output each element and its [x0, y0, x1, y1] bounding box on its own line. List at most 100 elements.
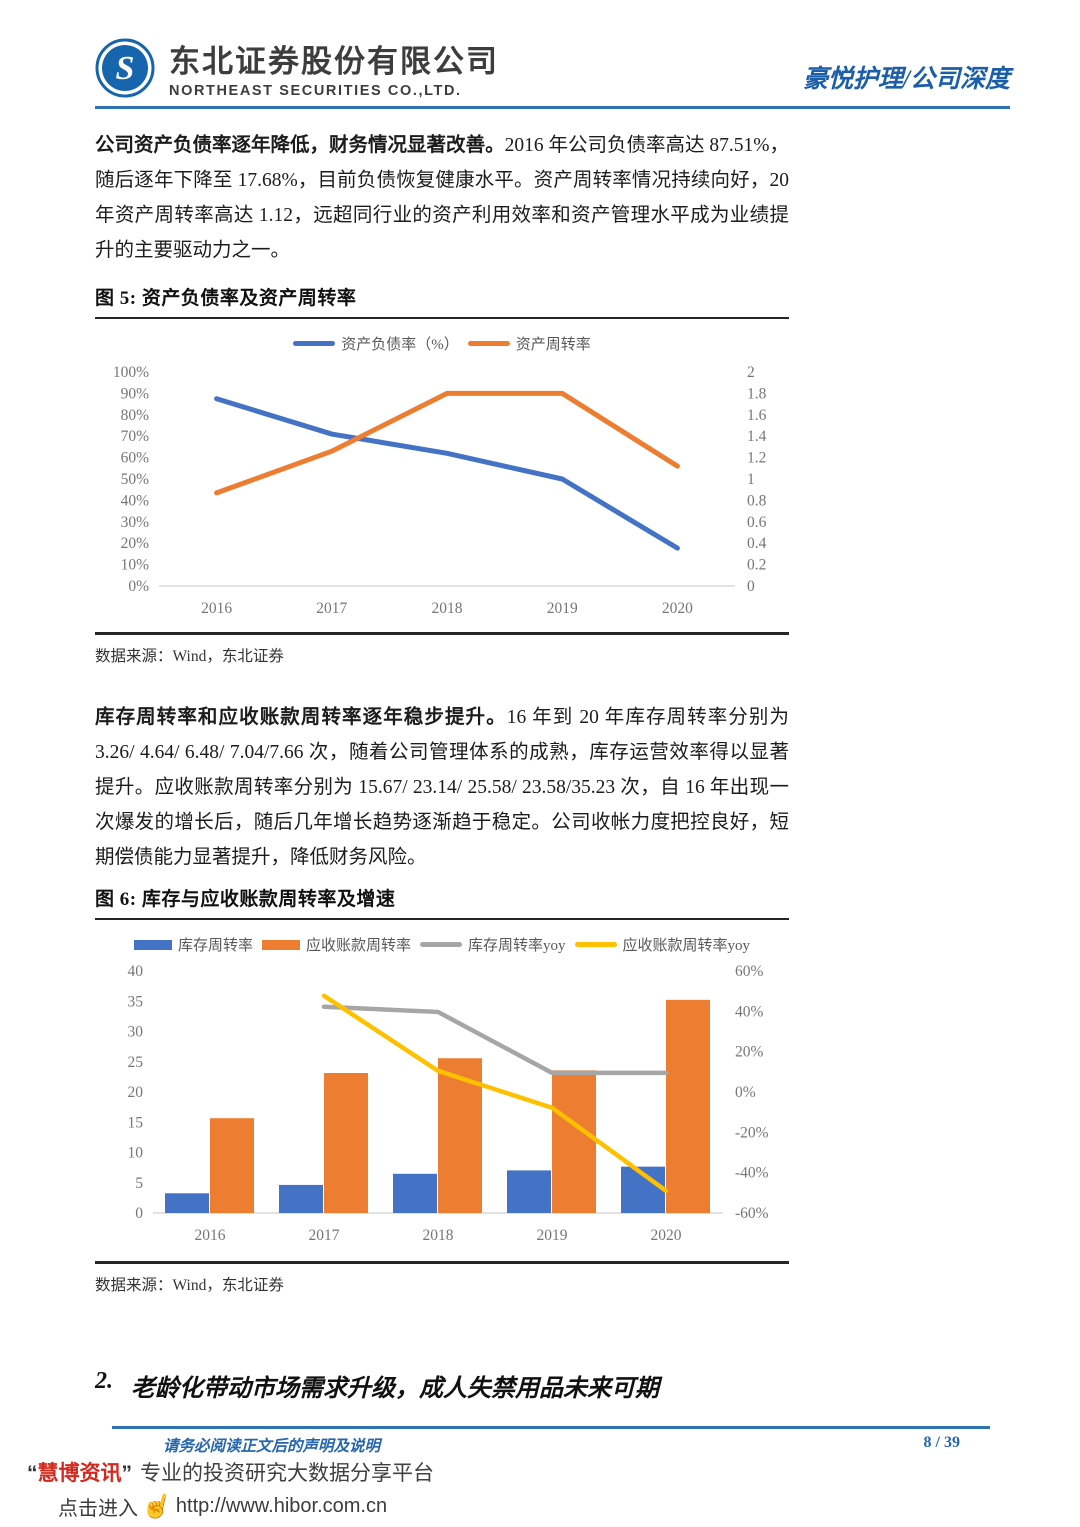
paragraph-turnover: 库存周转率和应收账款周转率逐年稳步提升。16 年到 20 年库存周转率分别为 3…	[95, 700, 789, 875]
legend-item: 资产负债率（%）	[293, 333, 459, 354]
legend-label: 资产周转率	[515, 337, 591, 353]
hibor-link-row: 点击进入 ☝ http://www.hibor.com.cn	[58, 1489, 388, 1524]
legend-label: 资产负债率（%）	[341, 337, 459, 353]
figure6-bottom-divider	[95, 1261, 789, 1264]
page-header: S 东北证券股份有限公司 NORTHEAST SECURITIES CO.,LT…	[95, 36, 1010, 109]
svg-text:0.4: 0.4	[747, 535, 767, 552]
svg-text:2020: 2020	[662, 600, 693, 617]
svg-text:2016: 2016	[195, 1227, 226, 1244]
svg-text:2016: 2016	[201, 600, 232, 617]
quote-open: “	[27, 1462, 38, 1485]
svg-text:40%: 40%	[121, 492, 150, 509]
page-number: 8 / 39	[923, 1434, 960, 1451]
northeast-securities-logo-icon: S	[95, 38, 155, 97]
paragraph-debt-ratio: 公司资产负债率逐年降低，财务情况显著改善。2016 年公司负债率高达 87.51…	[95, 128, 789, 268]
legend-label: 库存周转率	[177, 938, 253, 954]
svg-text:40: 40	[128, 963, 144, 980]
figure6-legend: 库存周转率 应收账款周转率 库存周转率yoy 应收账款周转率yoy	[95, 934, 789, 955]
legend-swatch-inventory-yoy	[420, 942, 462, 947]
cta-label[interactable]: 点击进入	[58, 1498, 138, 1520]
report-category-tag: 豪悦护理/公司深度	[803, 66, 1010, 93]
svg-text:60%: 60%	[121, 450, 150, 467]
svg-text:0.2: 0.2	[747, 557, 766, 574]
svg-text:2019: 2019	[537, 1227, 568, 1244]
legend-swatch-asset-turnover	[467, 341, 510, 346]
svg-text:2: 2	[747, 364, 755, 381]
quote-close: ”	[121, 1462, 133, 1485]
svg-text:60%: 60%	[735, 963, 764, 980]
svg-text:2019: 2019	[547, 600, 578, 617]
figure5-line-chart: 0% 10% 20% 30% 40% 50% 60% 70% 80% 90% 100% 0 0.2 0.4…	[113, 364, 767, 617]
legend-item: 资产周转率	[467, 333, 591, 354]
svg-text:-60%: -60%	[735, 1205, 769, 1222]
section-number: 2.	[95, 1368, 113, 1394]
legend-swatch-inventory-turnover	[133, 939, 172, 950]
header-divider	[95, 106, 1010, 109]
figure5-bottom-divider	[95, 632, 789, 635]
svg-text:-20%: -20%	[735, 1124, 769, 1141]
svg-text:70%: 70%	[121, 428, 150, 445]
svg-text:15: 15	[128, 1114, 144, 1131]
svg-text:2017: 2017	[316, 600, 347, 617]
svg-text:1.2: 1.2	[747, 450, 766, 467]
paragraph-lead: 公司资产负债率逐年降低，财务情况显著改善。	[95, 135, 505, 156]
legend-label: 库存周转率yoy	[468, 938, 566, 954]
legend-swatch-receivables-yoy	[574, 942, 617, 947]
figure-5: 图 5: 资产负债率及资产周转率 资产负债率（%） 资产周转率 0% 10% 20%…	[95, 283, 789, 666]
svg-text:2018: 2018	[432, 600, 463, 617]
figure6-combo-chart: 0 5 10 15 20 25 30 35 40 -60% -40% -20% 0% 20% 40% 60% 2…	[128, 963, 769, 1244]
svg-text:10%: 10%	[121, 557, 150, 574]
svg-text:30%: 30%	[121, 514, 150, 531]
svg-text:1.8: 1.8	[747, 385, 767, 402]
figure6-title: 图 6: 库存与应收账款周转率及增速	[95, 884, 789, 920]
figure6-source: 数据来源：Wind，东北证券	[95, 1276, 284, 1294]
hibor-url-link[interactable]: http://www.hibor.com.cn	[175, 1495, 388, 1517]
svg-text:0: 0	[135, 1205, 143, 1222]
svg-text:5: 5	[135, 1175, 143, 1192]
svg-text:1.4: 1.4	[747, 428, 767, 445]
svg-text:30: 30	[128, 1024, 144, 1041]
svg-text:50%: 50%	[121, 471, 150, 488]
svg-text:35: 35	[128, 993, 144, 1010]
svg-text:0%: 0%	[735, 1084, 756, 1101]
hibor-brand-name: 慧博资讯	[37, 1462, 122, 1485]
legend-label: 应收账款周转率yoy	[622, 938, 751, 954]
legend-label: 应收账款周转率	[305, 938, 411, 954]
section-title: 老龄化带动市场需求升级，成人失禁用品未来可期	[131, 1376, 659, 1402]
hibor-brand-row: “慧博资讯” 专业的投资研究大数据分享平台	[27, 1457, 434, 1487]
legend-swatch-receivables-turnover	[261, 939, 300, 950]
pointer-hand-icon: ☝	[139, 1489, 175, 1524]
svg-text:20%: 20%	[121, 535, 150, 552]
hibor-tagline: 专业的投资研究大数据分享平台	[140, 1462, 434, 1485]
svg-text:100%: 100%	[113, 364, 149, 381]
section-2-heading: 2. 老龄化带动市场需求升级，成人失禁用品未来可期	[95, 1368, 995, 1403]
svg-text:1: 1	[747, 471, 755, 488]
svg-text:80%: 80%	[121, 407, 150, 424]
legend-item: 应收账款周转率yoy	[574, 934, 751, 955]
legend-item: 应收账款周转率	[261, 934, 411, 955]
figure5-legend: 资产负债率（%） 资产周转率	[95, 333, 789, 354]
page-footer: 请务必阅读正文后的声明及说明 8 / 39 “慧博资讯” 专业的投资研究大数据分享…	[0, 1426, 1080, 1527]
svg-text:0%: 0%	[128, 578, 149, 595]
legend-item: 库存周转率yoy	[420, 934, 566, 955]
svg-text:2017: 2017	[309, 1227, 340, 1244]
company-name-en: NORTHEAST SECURITIES CO.,LTD.	[169, 83, 462, 99]
svg-text:0.6: 0.6	[747, 514, 767, 531]
svg-text:0.8: 0.8	[747, 492, 767, 509]
svg-text:2020: 2020	[651, 1227, 682, 1244]
svg-text:90%: 90%	[121, 385, 150, 402]
figure5-source: 数据来源：Wind，东北证券	[95, 647, 284, 665]
svg-text:20%: 20%	[735, 1044, 764, 1061]
svg-text:2018: 2018	[423, 1227, 454, 1244]
footer-divider	[112, 1426, 990, 1429]
svg-text:25: 25	[128, 1054, 144, 1071]
legend-item: 库存周转率	[133, 934, 253, 955]
footer-disclaimer: 请务必阅读正文后的声明及说明	[163, 1438, 381, 1455]
legend-swatch-debt-ratio	[293, 341, 336, 346]
svg-text:1.6: 1.6	[747, 407, 767, 424]
svg-text:S: S	[116, 50, 135, 87]
svg-text:40%: 40%	[735, 1003, 764, 1020]
svg-text:0: 0	[747, 578, 755, 595]
company-name-cn: 东北证券股份有限公司	[169, 44, 499, 79]
